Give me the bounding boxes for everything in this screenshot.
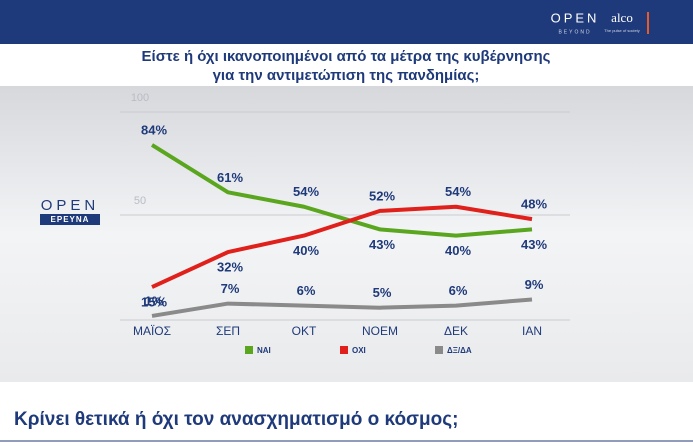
series-line xyxy=(150,143,533,238)
data-label: 48% xyxy=(521,197,547,212)
legend-label: ΔΞ/ΔΑ xyxy=(447,346,472,355)
partner-sub: The pulse of society xyxy=(604,28,640,33)
brand: OPEN xyxy=(551,10,600,25)
legend-swatch xyxy=(435,346,443,354)
chart-title: Είστε ή όχι ικανοποιημένοι από τα μέτρα … xyxy=(142,48,551,65)
x-tick-label: ΣΕΠ xyxy=(216,324,240,338)
data-label: 61% xyxy=(217,170,243,185)
data-label: 40% xyxy=(293,243,319,258)
data-label: 54% xyxy=(445,184,471,199)
legend-label: ΝΑΙ xyxy=(257,346,271,355)
logo-sub: ΕΡΕΥΝΑ xyxy=(51,215,90,224)
x-tick-label: ΔΕΚ xyxy=(444,324,468,338)
brand-sub: BEYOND xyxy=(558,29,591,35)
banner xyxy=(0,0,693,44)
data-label: 6% xyxy=(449,283,468,298)
legend-swatch xyxy=(340,346,348,354)
x-tick-label: ΜΑΪΟΣ xyxy=(133,324,171,338)
data-label: 9% xyxy=(525,277,544,292)
logo-box xyxy=(40,214,100,225)
y-tick-label: 100 xyxy=(131,92,149,104)
data-label: 7% xyxy=(221,281,240,296)
data-label: 84% xyxy=(141,122,167,137)
partner: alco xyxy=(611,10,633,25)
x-tick-label: ΟΚΤ xyxy=(292,324,317,338)
chart-area xyxy=(0,86,693,382)
series-line xyxy=(151,297,533,318)
data-label: 40% xyxy=(445,243,471,258)
data-label: 52% xyxy=(369,188,395,203)
data-label: 54% xyxy=(293,184,319,199)
legend-swatch xyxy=(245,346,253,354)
data-label: 43% xyxy=(521,237,547,252)
data-label: 5% xyxy=(373,285,392,300)
logo: OPEN xyxy=(41,197,100,214)
divider xyxy=(647,12,649,34)
legend-label: ΟΧΙ xyxy=(352,346,366,355)
headline: Κρίνει θετικά ή όχι τον ανασχηματισμό ο … xyxy=(14,409,459,430)
chart-subtitle: για την αντιμετώπιση της πανδημίας; xyxy=(213,67,480,84)
data-label: 43% xyxy=(369,237,395,252)
series-line xyxy=(151,204,533,289)
x-tick-label: ΙΑΝ xyxy=(522,324,542,338)
x-tick-label: ΝΟΕΜ xyxy=(362,324,398,338)
data-label: 1% xyxy=(145,293,164,308)
data-label: 32% xyxy=(217,260,243,275)
data-label: 6% xyxy=(297,283,316,298)
data-label: 15% xyxy=(141,295,167,310)
y-tick-label: 50 xyxy=(134,195,146,207)
title-area xyxy=(0,44,693,86)
